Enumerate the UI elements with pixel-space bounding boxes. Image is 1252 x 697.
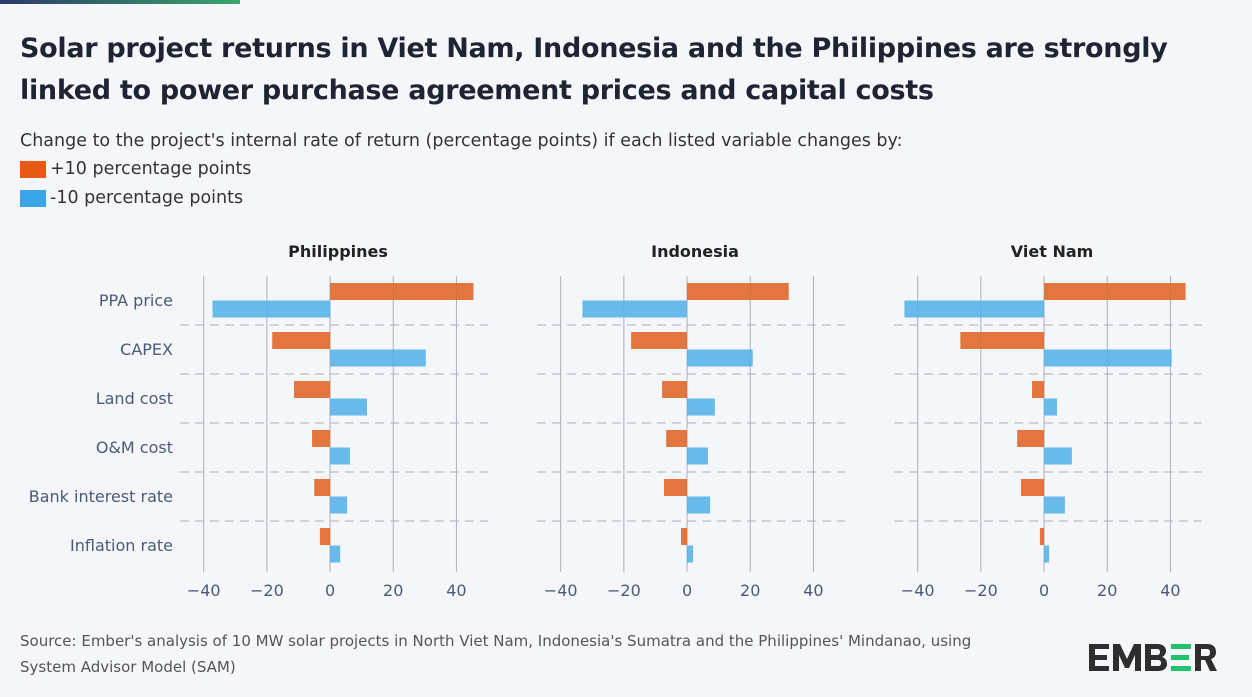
x-tick-label: 40 <box>1160 581 1180 600</box>
ember-logo <box>1089 644 1217 671</box>
category-label: Inflation rate <box>70 536 173 555</box>
x-tick-label: 40 <box>803 581 823 600</box>
bar-minus <box>1044 349 1172 367</box>
x-tick-label: 0 <box>325 581 335 600</box>
legend-label: -10 percentage points <box>50 188 244 208</box>
bar-minus <box>1044 496 1065 514</box>
bar-plus <box>960 332 1045 349</box>
bar-minus <box>1044 398 1058 416</box>
bar-minus <box>212 300 331 318</box>
x-tick-label: 0 <box>1039 581 1049 600</box>
bar-minus <box>687 545 694 563</box>
bar-minus <box>687 349 753 367</box>
legend-item-plus: +10 percentage points <box>20 159 251 179</box>
bar-plus <box>1020 479 1045 496</box>
legend-swatch-blue <box>20 189 46 207</box>
category-label: CAPEX <box>120 340 173 359</box>
chart-title: Solar project returns in Viet Nam, Indon… <box>20 33 1168 106</box>
tornado-chart: PPA price CAPEX Land cost O&M cost Bank inte… <box>29 242 1202 600</box>
bar-plus <box>687 283 789 300</box>
legend-label: +10 percentage points <box>50 159 252 179</box>
bar-plus <box>1017 430 1045 447</box>
panel-title: Indonesia <box>651 242 739 261</box>
bar-minus <box>1044 447 1072 465</box>
x-tick-label: 20 <box>1097 581 1117 600</box>
bar-plus <box>681 528 688 545</box>
bar-plus <box>272 332 331 349</box>
panel-title: Philippines <box>288 242 388 261</box>
bar-plus <box>1044 283 1186 300</box>
bar-minus <box>330 398 368 416</box>
bar-minus <box>330 349 426 367</box>
bar-plus <box>319 528 331 545</box>
bar-minus <box>330 496 348 514</box>
accent-bar <box>0 0 240 4</box>
bar-plus <box>1039 528 1045 545</box>
bar-minus <box>687 447 708 465</box>
legend-swatch-orange <box>20 160 46 178</box>
bar-plus <box>330 283 474 300</box>
bar-minus <box>687 398 715 416</box>
category-label: PPA price <box>99 291 173 310</box>
x-tick-label: −40 <box>544 581 578 600</box>
bar-plus <box>666 430 688 447</box>
x-tick-label: 20 <box>740 581 760 600</box>
x-tick-label: 0 <box>682 581 692 600</box>
source-note: Source: Ember's analysis of 10 MW solar … <box>20 632 972 676</box>
x-tick-label: −20 <box>250 581 284 600</box>
category-label: O&M cost <box>96 438 173 457</box>
x-tick-label: 20 <box>383 581 403 600</box>
x-tick-label: −20 <box>964 581 998 600</box>
bar-plus <box>312 430 331 447</box>
bar-minus <box>330 447 350 465</box>
bar-plus <box>1032 381 1045 398</box>
bar-plus <box>662 381 688 398</box>
category-label: Land cost <box>96 389 173 408</box>
bar-plus <box>663 479 688 496</box>
x-tick-label: 40 <box>446 581 466 600</box>
bar-minus <box>582 300 688 318</box>
legend-item-minus: -10 percentage points <box>20 188 243 208</box>
panel-title: Viet Nam <box>1011 242 1094 261</box>
bar-minus <box>1044 545 1050 563</box>
bar-plus <box>314 479 331 496</box>
bar-plus <box>294 381 331 398</box>
chart-subtitle: Change to the project's internal rate of… <box>20 131 903 151</box>
bar-minus <box>687 496 711 514</box>
bar-minus <box>904 300 1045 318</box>
category-label: Bank interest rate <box>29 487 173 506</box>
x-tick-label: −40 <box>901 581 935 600</box>
bar-minus <box>330 545 341 563</box>
bar-plus <box>631 332 688 349</box>
x-tick-label: −20 <box>607 581 641 600</box>
x-tick-label: −40 <box>187 581 221 600</box>
